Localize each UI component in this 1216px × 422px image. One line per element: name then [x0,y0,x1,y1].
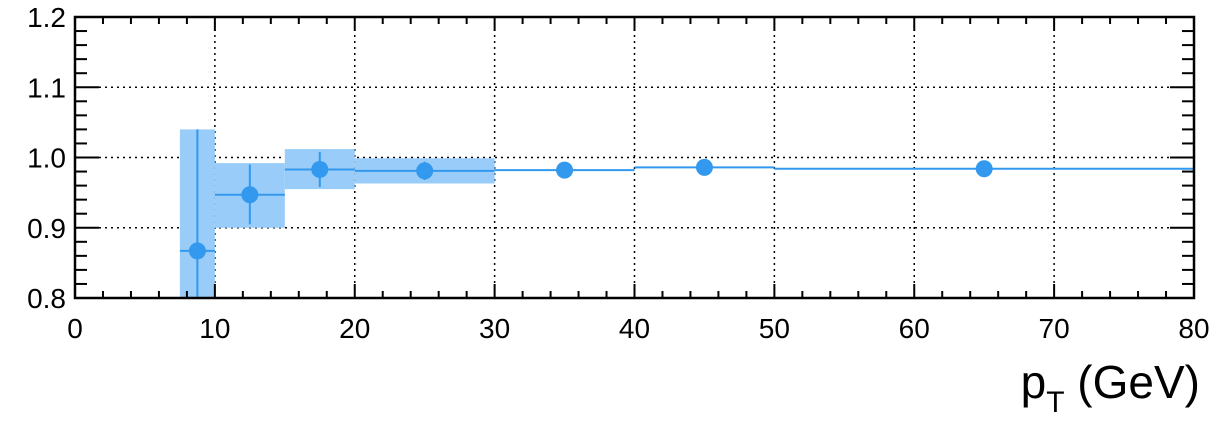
y-tick-label-3: 1.1 [27,72,66,103]
uncertainty-bands [179,129,495,298]
x-tick-label-3: 30 [479,313,510,344]
x-tick-label-4: 40 [619,313,650,344]
x-tick-label-5: 50 [759,313,790,344]
x-tick-labels: 0 10 20 30 40 50 60 70 80 [67,313,1209,344]
data-point-4 [556,161,574,179]
x-tick-label-7: 70 [1039,313,1070,344]
grid [75,17,1194,298]
y-tick-label-2: 1.0 [27,143,66,174]
data-point-6 [975,160,993,178]
x-tick-label-6: 60 [899,313,930,344]
x-tick-label-8: 80 [1178,313,1209,344]
data-point-2 [311,160,329,178]
x-axis-title-main: p [1021,356,1047,408]
data-point-0 [188,242,206,260]
data-point-1 [241,186,259,204]
x-tick-label-1: 10 [199,313,230,344]
data-points [188,158,993,260]
x-tick-label-0: 0 [67,313,83,344]
y-tick-labels: 0.8 0.9 1.0 1.1 1.2 [27,2,66,314]
y-tick-label-0: 0.8 [27,283,66,314]
data-point-5 [695,158,713,176]
data-point-3 [416,162,434,180]
x-axis-title-subscript: T [1046,386,1064,419]
y-tick-label-4: 1.2 [27,2,66,33]
x-tick-label-2: 20 [339,313,370,344]
y-tick-label-1: 0.9 [27,213,66,244]
x-axis-title: pT (GeV) [1021,356,1200,419]
x-axis-title-unit: (GeV) [1065,356,1200,408]
axis-ticks [74,16,1195,299]
